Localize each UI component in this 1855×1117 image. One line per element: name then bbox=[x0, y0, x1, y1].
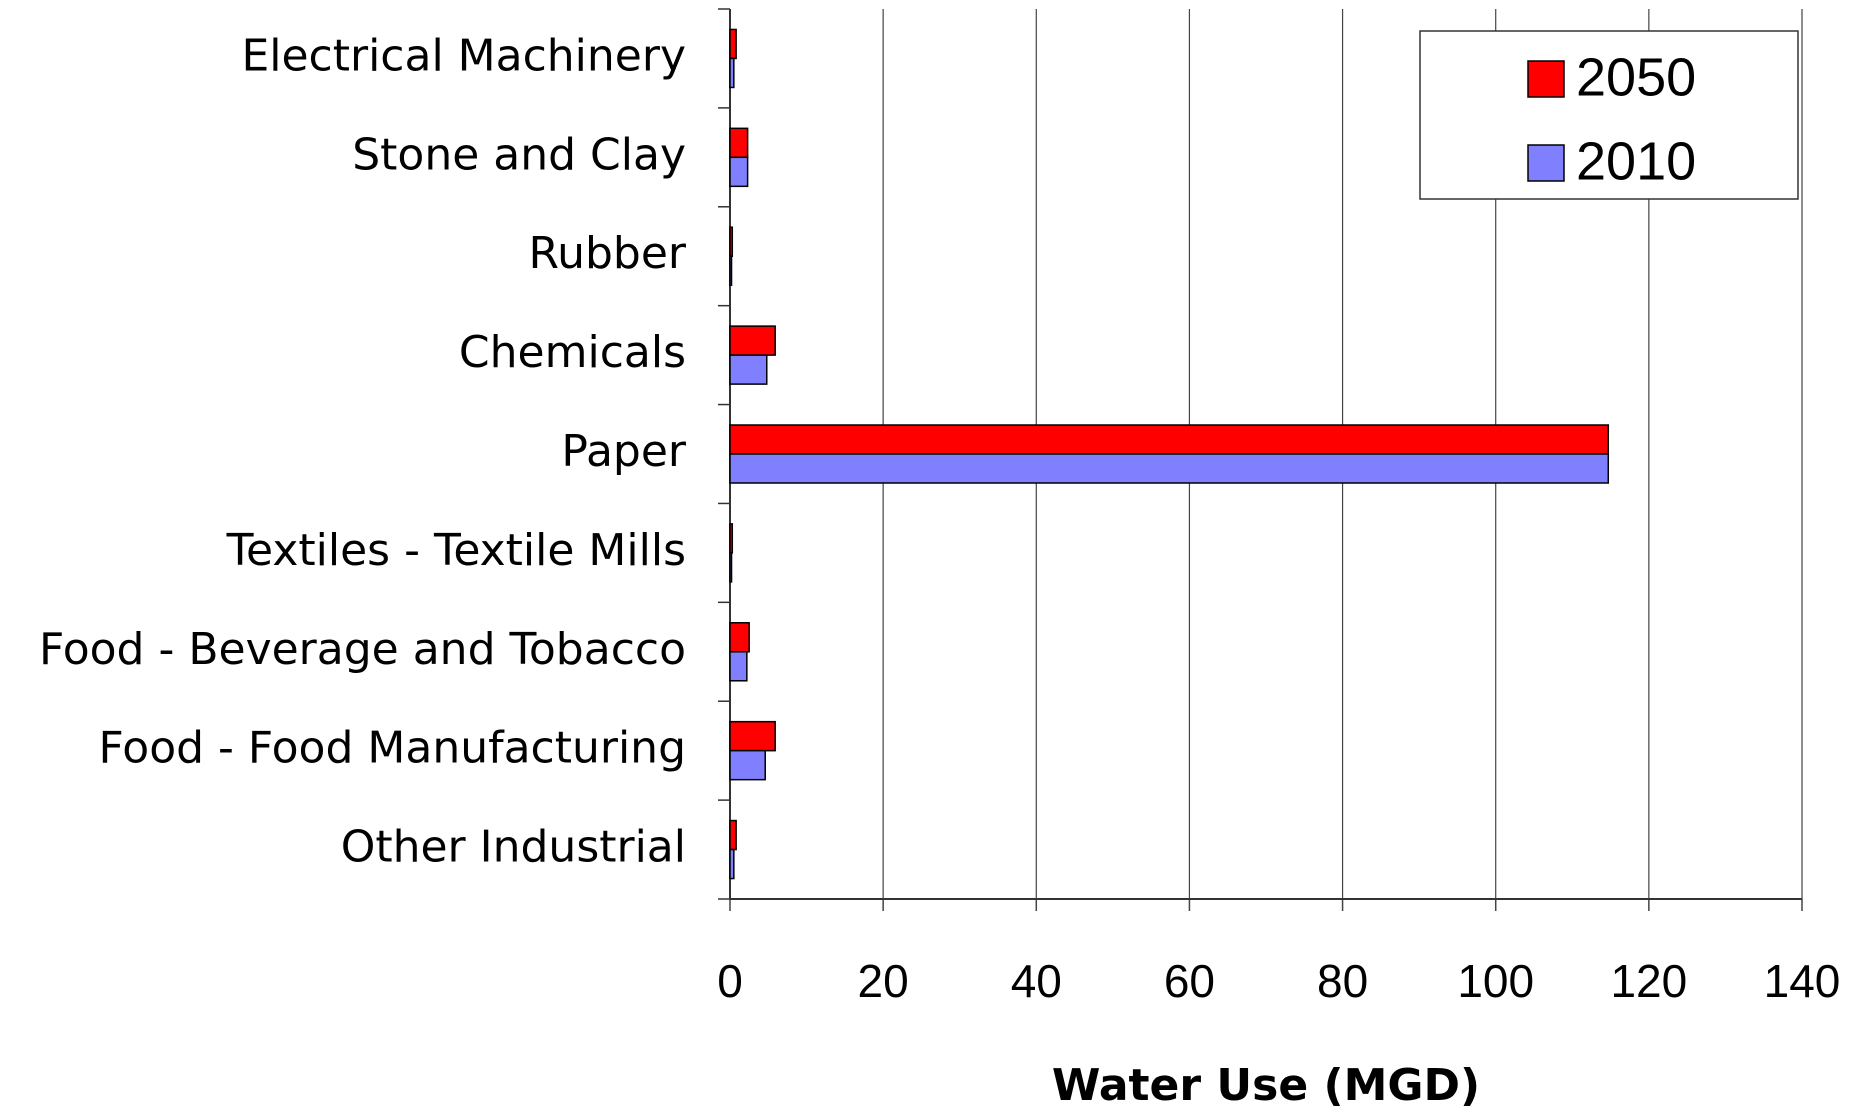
bar bbox=[730, 821, 736, 850]
x-tick-label: 60 bbox=[1164, 955, 1215, 1007]
bar bbox=[730, 227, 732, 256]
bar bbox=[730, 524, 732, 553]
bar bbox=[730, 326, 775, 355]
bar bbox=[730, 157, 748, 186]
y-tick-label: Other Industrial bbox=[341, 822, 686, 873]
x-tick-label: 40 bbox=[1011, 955, 1062, 1007]
bar bbox=[730, 58, 734, 87]
y-tick-label: Stone and Clay bbox=[352, 129, 686, 180]
y-tick-label: Paper bbox=[561, 426, 687, 477]
bar bbox=[730, 652, 747, 681]
bar bbox=[730, 553, 732, 582]
bar bbox=[730, 751, 765, 780]
y-tick-label: Food - Food Manufacturing bbox=[99, 723, 686, 774]
legend-swatch bbox=[1528, 61, 1564, 97]
bar bbox=[730, 850, 734, 879]
bar bbox=[730, 454, 1608, 483]
y-tick-label: Electrical Machinery bbox=[241, 30, 686, 81]
y-tick-label: Textiles - Textile Mills bbox=[226, 525, 686, 576]
y-tick-label: Rubber bbox=[528, 228, 686, 279]
x-tick-label: 140 bbox=[1764, 955, 1841, 1007]
bar bbox=[730, 355, 767, 384]
x-axis-title: Water Use (MGD) bbox=[1052, 1060, 1480, 1111]
x-tick-label: 80 bbox=[1317, 955, 1368, 1007]
x-tick-label: 20 bbox=[858, 955, 909, 1007]
bar bbox=[730, 722, 775, 751]
bar bbox=[730, 623, 749, 652]
x-tick-label: 120 bbox=[1610, 955, 1687, 1007]
bar bbox=[730, 128, 748, 157]
y-tick-label: Chemicals bbox=[459, 327, 686, 378]
bar bbox=[730, 29, 736, 58]
y-tick-label: Food - Beverage and Tobacco bbox=[39, 624, 686, 675]
legend-swatch bbox=[1528, 145, 1564, 181]
bar bbox=[730, 425, 1608, 454]
legend-label: 2050 bbox=[1576, 47, 1696, 107]
chart: Water Use (MGD) 0 20 40 60 80 100 120 140 Electr… bbox=[0, 0, 1855, 1117]
legend-label: 2010 bbox=[1576, 131, 1696, 191]
bar bbox=[730, 256, 732, 285]
x-tick-label: 0 bbox=[717, 955, 743, 1007]
x-tick-label: 100 bbox=[1457, 955, 1534, 1007]
